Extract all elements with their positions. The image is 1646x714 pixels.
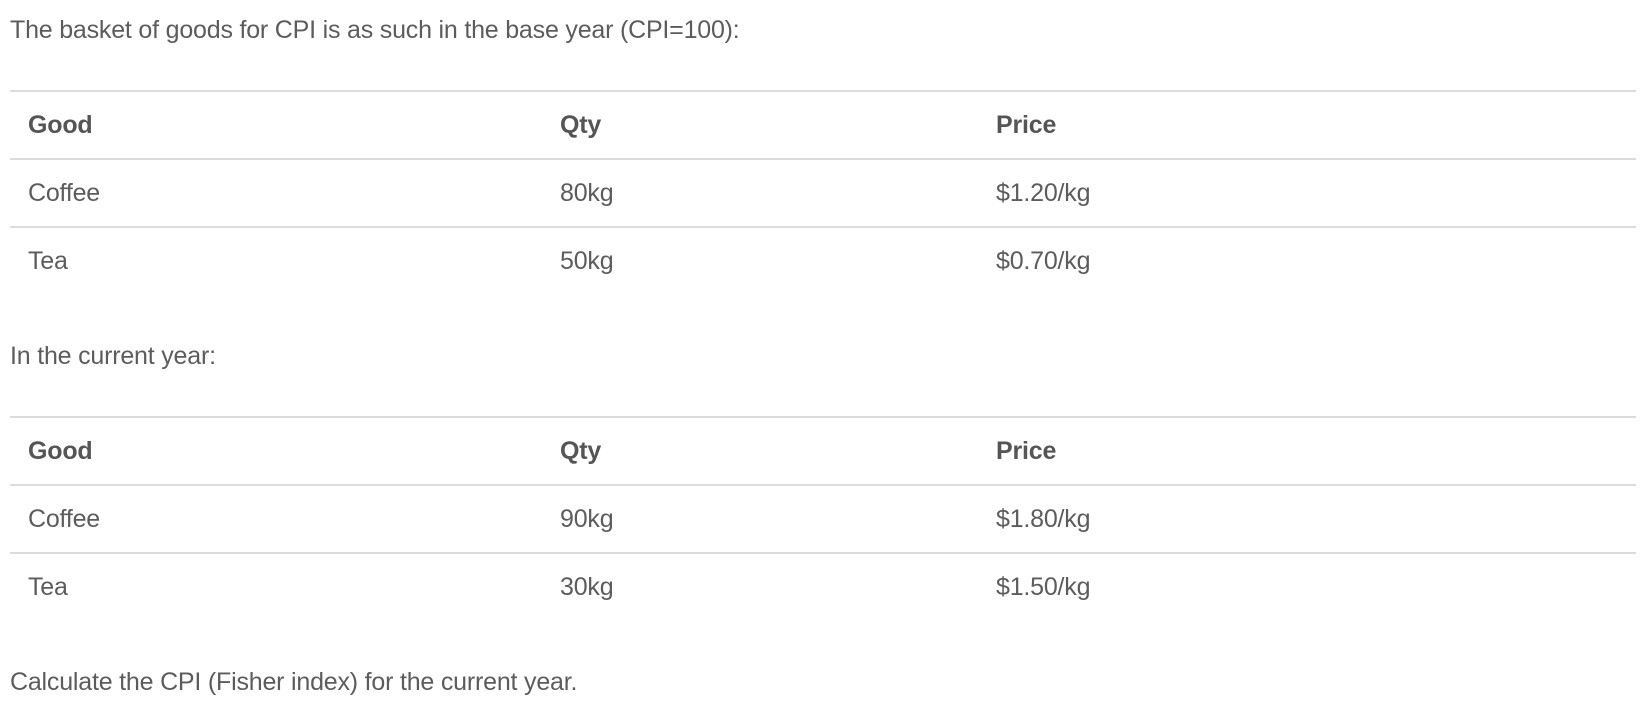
cell-price: $0.70/kg	[996, 247, 1091, 275]
header-qty: Qty	[560, 436, 602, 465]
cell-good: Coffee	[28, 178, 101, 207]
cell-good: Tea	[28, 573, 68, 601]
table-row: Tea 30kg $1.50/kg	[10, 553, 1636, 621]
header-qty: Qty	[560, 110, 602, 139]
table-row: Coffee 80kg $1.20/kg	[10, 159, 1636, 227]
cell-price: $1.80/kg	[996, 504, 1091, 533]
intro-text: The basket of goods for CPI is as such i…	[10, 16, 740, 44]
header-price: Price	[996, 110, 1057, 139]
current-year-table: Good Qty Price Coffee 90kg $1.80/kg Tea …	[10, 416, 1636, 621]
table-row: Coffee 90kg $1.80/kg	[10, 485, 1636, 553]
cell-qty: 50kg	[560, 247, 614, 275]
cell-qty: 80kg	[560, 178, 614, 207]
table-row: Tea 50kg $0.70/kg	[10, 227, 1636, 295]
cell-price: $1.50/kg	[996, 573, 1091, 601]
table-header-row: Good Qty Price	[10, 91, 1636, 159]
cell-price: $1.20/kg	[996, 178, 1091, 207]
header-price: Price	[996, 436, 1057, 465]
cell-good: Coffee	[28, 504, 101, 533]
cell-good: Tea	[28, 247, 68, 275]
header-good: Good	[28, 436, 93, 465]
header-good: Good	[28, 110, 93, 139]
cell-qty: 90kg	[560, 504, 614, 533]
base-year-table: Good Qty Price Coffee 80kg $1.20/kg Tea …	[10, 90, 1636, 295]
question-text: Calculate the CPI (Fisher index) for the…	[10, 668, 578, 696]
current-year-label: In the current year:	[10, 342, 216, 370]
table-header-row: Good Qty Price	[10, 417, 1636, 485]
cell-qty: 30kg	[560, 573, 614, 601]
